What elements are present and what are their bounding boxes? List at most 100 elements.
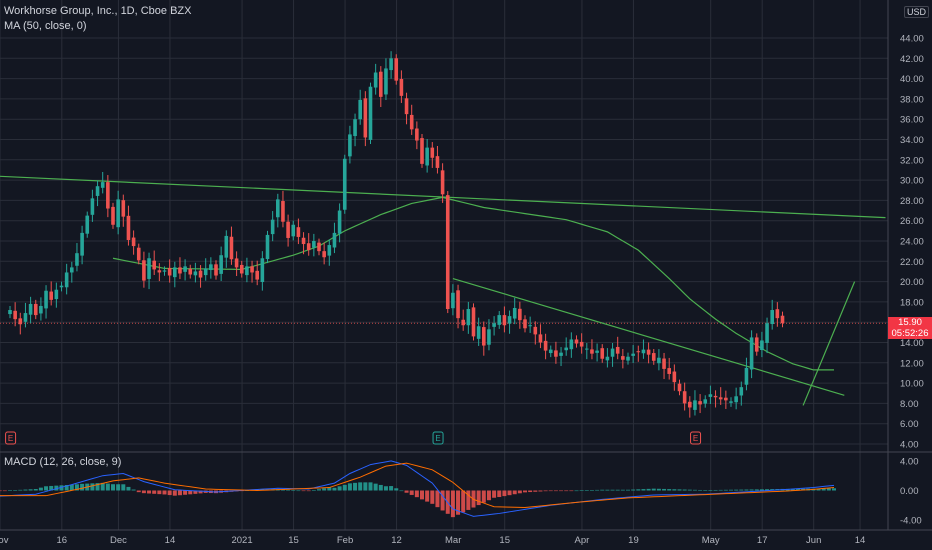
y-tick-label: 4.00	[900, 440, 919, 451]
candle-body	[358, 99, 362, 120]
candle-body	[193, 271, 198, 276]
candle-body	[18, 318, 23, 325]
macd-histogram-bar	[615, 489, 620, 491]
candle-body	[49, 291, 53, 300]
candle-body	[281, 201, 285, 222]
y-tick-label: 32.00	[900, 155, 924, 166]
candle-body	[44, 290, 48, 309]
macd-histogram-bar	[353, 482, 358, 491]
macd-histogram-bar	[280, 489, 285, 491]
earnings-marker-label: E	[8, 434, 13, 443]
candle-body	[270, 219, 275, 235]
candle-body	[533, 326, 538, 335]
candle-body	[615, 346, 620, 354]
candle-body	[548, 349, 553, 354]
macd-histogram-bar	[466, 490, 471, 510]
macd-histogram-bar	[651, 488, 656, 491]
macd-histogram-bar	[579, 490, 584, 491]
macd-title: MACD (12, 26, close, 9)	[4, 456, 122, 468]
x-tick-label: 19	[628, 535, 639, 546]
macd-histogram-bar	[414, 490, 419, 498]
symbol-title: Workhorse Group, Inc., 1D, Cboe BZX	[4, 5, 192, 17]
y-tick-label: 34.00	[900, 135, 924, 146]
macd-histogram-bar	[363, 482, 368, 491]
candle-body	[621, 356, 625, 360]
candle-body	[111, 206, 115, 225]
candle-body	[528, 325, 532, 327]
macd-histogram-bar	[826, 488, 831, 491]
x-tick-label: 14	[855, 535, 866, 546]
candle-body	[28, 303, 33, 315]
macd-histogram-bar	[409, 490, 414, 495]
candle-body	[373, 72, 378, 88]
macd-histogram-bar	[656, 488, 661, 491]
candle-body	[482, 327, 486, 346]
macd-histogram-bar	[368, 482, 373, 491]
macd-histogram-bar	[749, 489, 754, 491]
macd-histogram-bar	[450, 490, 455, 518]
macd-histogram-bar	[595, 489, 600, 491]
candle-body	[203, 268, 208, 276]
candle-body	[543, 340, 548, 351]
candle-body	[90, 198, 95, 215]
macd-histogram-bar	[317, 489, 321, 491]
macd-histogram-bar	[64, 485, 69, 491]
candle-body	[703, 399, 708, 404]
macd-histogram-bar	[687, 489, 692, 491]
candle-body	[631, 353, 635, 356]
candle-body	[348, 134, 352, 157]
macd-histogram-bar	[667, 489, 672, 491]
earnings-marker-label: E	[435, 434, 440, 443]
macd-histogram-bar	[641, 489, 646, 491]
symbol-legend: Workhorse Group, Inc., 1D, Cboe BZX	[4, 5, 195, 17]
macd-histogram-bar	[157, 490, 162, 495]
macd-histogram-bar	[2, 490, 7, 492]
macd-histogram-bar	[23, 489, 28, 491]
currency-badge[interactable]: USD	[904, 6, 930, 18]
macd-histogram-bar	[713, 489, 718, 491]
candle-body	[317, 242, 321, 252]
macd-histogram-bar	[564, 490, 569, 492]
earnings-marker-label: E	[693, 434, 698, 443]
candle-body	[142, 260, 146, 281]
macd-histogram-bar	[126, 486, 131, 491]
candle-body	[260, 258, 265, 283]
candle-body	[162, 270, 167, 272]
macd-histogram-bar	[832, 488, 836, 491]
macd-histogram-bar	[677, 489, 682, 491]
macd-histogram-bar	[18, 489, 23, 491]
last-price: 15.90	[898, 317, 922, 328]
candle-body	[13, 310, 17, 320]
candle-body	[760, 340, 764, 351]
candle-body	[332, 232, 337, 248]
y-tick-label: 6.00	[900, 419, 919, 430]
macd-histogram-bar	[38, 487, 43, 491]
candle-body	[147, 258, 151, 279]
candle-body	[657, 357, 661, 364]
candle-body	[538, 334, 543, 343]
candle-body	[476, 326, 481, 339]
macd-histogram-bar	[744, 489, 749, 491]
candle-body	[693, 400, 697, 410]
macd-histogram-bar	[147, 490, 152, 494]
macd-histogram-bar	[33, 489, 38, 491]
macd-histogram-bar	[183, 490, 188, 495]
candle-body	[688, 401, 692, 408]
bar-countdown: 05:52:26	[891, 328, 929, 339]
macd-histogram-bar	[729, 489, 733, 491]
macd-histogram-bar	[90, 483, 95, 491]
y-tick-label: 30.00	[900, 176, 924, 187]
ma-title: MA (50, close, 0)	[4, 20, 87, 32]
macd-histogram-bar	[821, 488, 826, 491]
candle-body	[651, 353, 656, 361]
candle-body	[718, 397, 723, 400]
candle-body	[713, 395, 718, 398]
candle-body	[167, 267, 172, 276]
macd-histogram-bar	[430, 490, 435, 504]
candle-body	[183, 266, 187, 272]
y-tick-label: 28.00	[900, 196, 924, 207]
y-tick-label: 12.00	[900, 358, 924, 369]
macd-histogram-bar	[255, 489, 260, 491]
